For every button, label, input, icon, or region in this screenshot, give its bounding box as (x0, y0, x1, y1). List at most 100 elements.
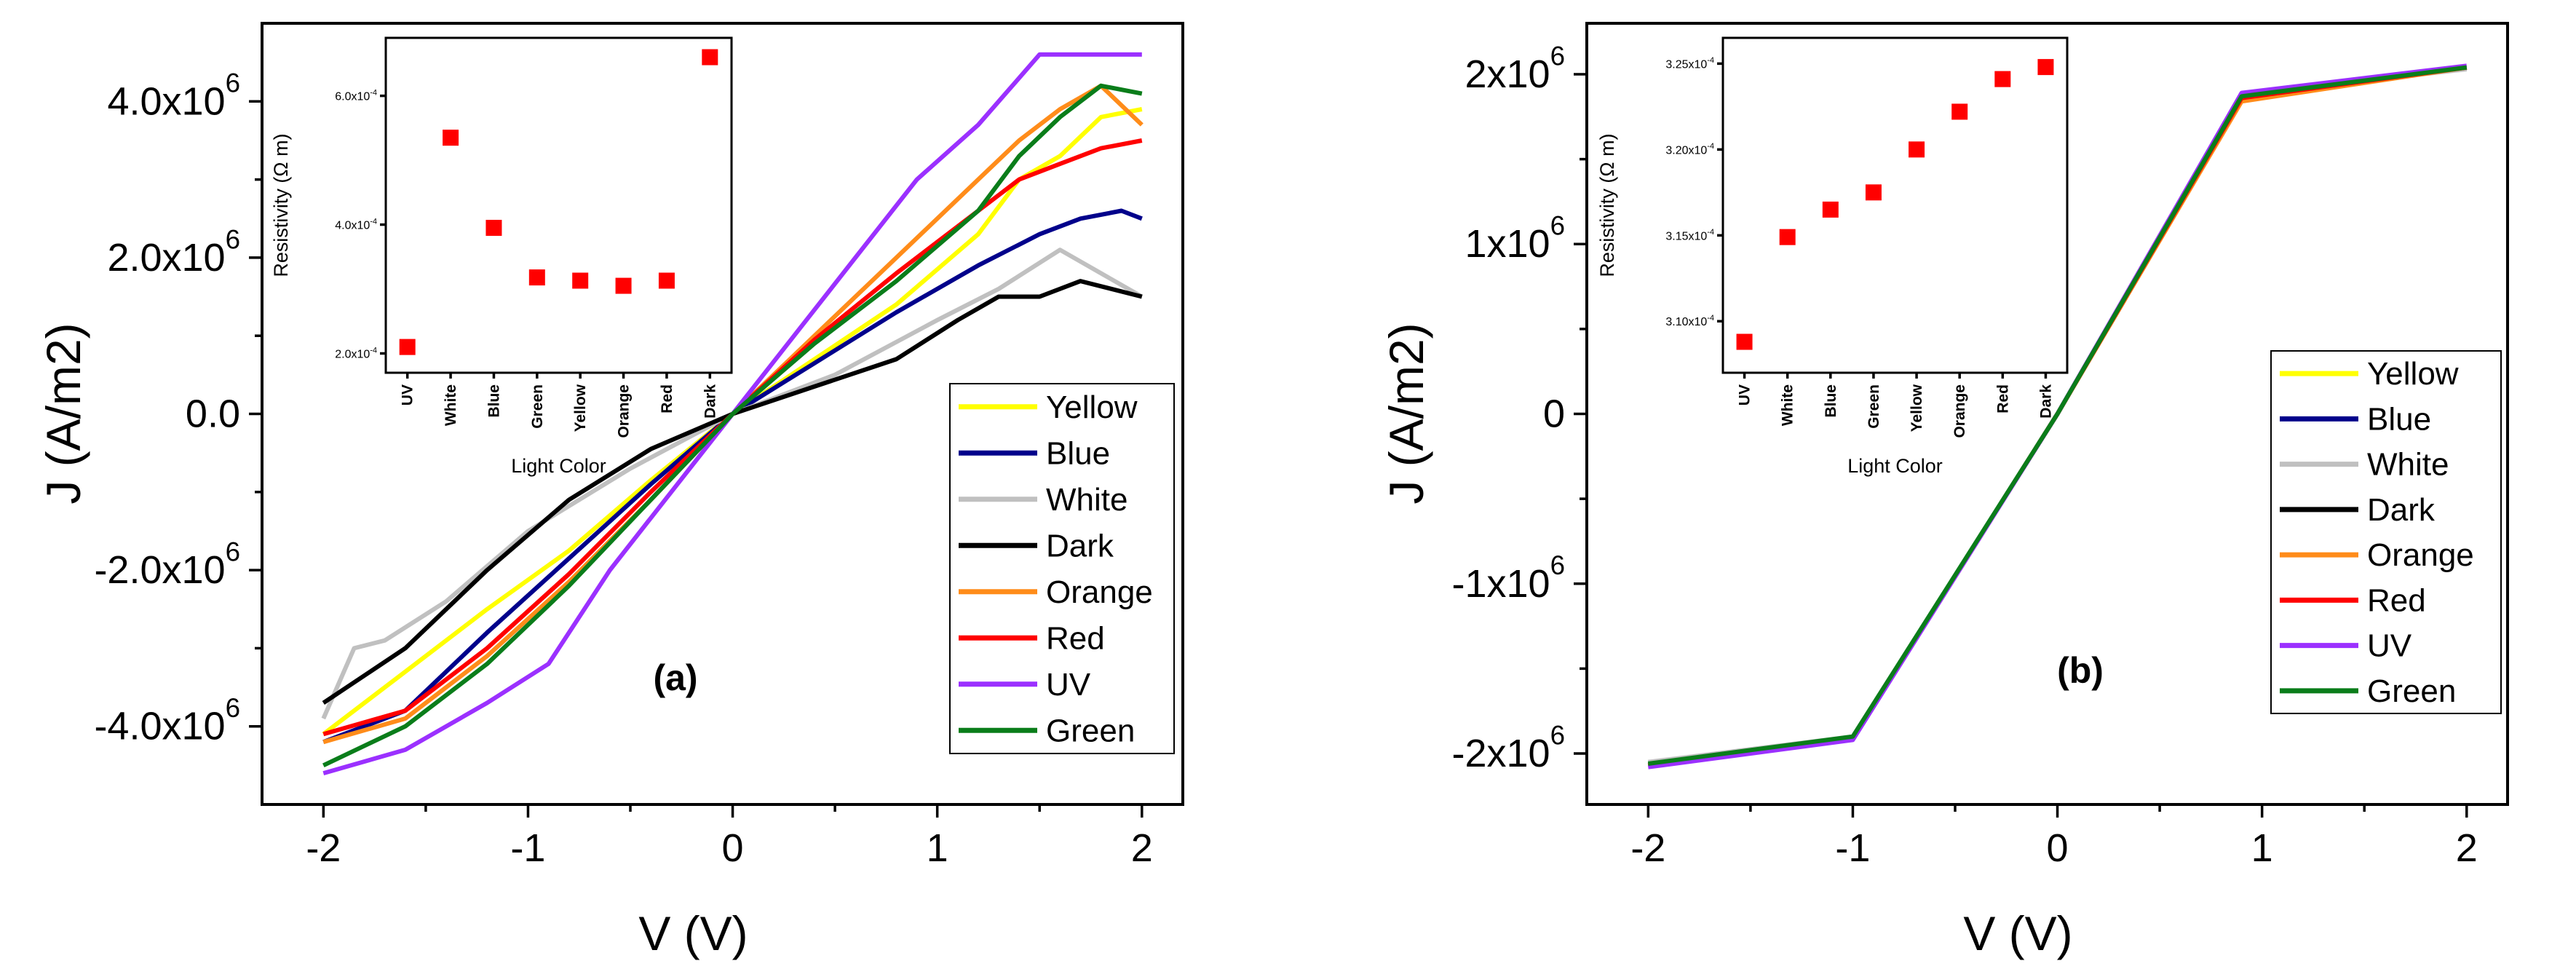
inset-marker-red (1994, 71, 2011, 87)
inset-y-tick-label-exp: -4 (1707, 228, 1714, 237)
legend-label-orange: Orange (1046, 574, 1153, 610)
legend-box (949, 383, 1175, 754)
inset-category-label-uv: UV (1737, 384, 1753, 406)
inset-y-tick-label: 3.15x10-4 (1665, 228, 1714, 242)
y-tick-label-base: 0.0 (186, 392, 240, 436)
inset-y-tick-label: 4.0x10-4 (335, 217, 377, 232)
x-tick-label: 0 (722, 826, 744, 870)
y-tick-label: -4.0x106 (94, 693, 240, 748)
inset-category-label-blue: Blue (486, 384, 502, 418)
y-tick-label-exp: 6 (226, 537, 240, 567)
series-line-orange (322, 83, 1144, 745)
legend-label-yellow: Yellow (1046, 389, 1138, 425)
y-tick-label: 0 (1543, 392, 1565, 436)
inset-category-label-orange: Orange (616, 384, 633, 438)
inset-chart: 2.0x10-44.0x10-46.0x10-4UV White Blue Green… (270, 36, 733, 477)
legend-label-blue: Blue (2367, 401, 2431, 437)
inset-category-label-white: White (1780, 384, 1796, 426)
legend-label-yellow: Yellow (2367, 356, 2459, 392)
x-tick-label: 1 (2251, 826, 2273, 870)
y-tick-label-base: -4.0x10 (94, 705, 225, 748)
x-tick-label: 2 (2456, 826, 2478, 870)
inset-y-tick-label-base: 2.0x10 (335, 348, 370, 360)
inset-frame (384, 36, 733, 374)
legend-label-white: White (1046, 482, 1128, 518)
inset-y-tick-label-exp: -4 (370, 88, 377, 97)
inset-frame (1721, 36, 2069, 374)
x-tick-label: 1 (927, 826, 948, 870)
inset-y-tick-label-base: 6.0x10 (335, 91, 370, 103)
inset-y-tick-label-base: 4.0x10 (335, 220, 370, 232)
inset-marker-dark (2037, 59, 2054, 76)
inset-x-axis-label: Light Color (1847, 455, 1943, 477)
inset-y-tick-label-exp: -4 (1707, 314, 1714, 323)
inset-category-label-red: Red (1994, 384, 2011, 414)
inset-marker-orange (1951, 103, 1968, 120)
legend-box (2270, 350, 2502, 714)
y-tick-label: 4.0x106 (107, 68, 240, 124)
inset-category-label-dark: Dark (2037, 384, 2054, 419)
series-line-green (322, 83, 1143, 768)
inset-marker-uv (1736, 333, 1753, 350)
legend: Yellow Blue White Dark Orange Red UV Green (949, 383, 1175, 754)
inset-marker-blue (1822, 201, 1839, 218)
x-axis-label: V (V) (638, 906, 748, 960)
x-axis-label: V (V) (1963, 906, 2072, 960)
y-tick-label: -2x106 (1451, 720, 1565, 775)
inset-marker-green (1865, 184, 1882, 201)
y-tick-label-exp: 6 (1550, 211, 1565, 241)
legend: Yellow Blue White Dark Orange Red UV Green (2270, 350, 2502, 714)
y-tick-label-base: -2.0x10 (94, 548, 225, 592)
inset-marker-yellow (1909, 141, 1925, 158)
inset-marker-red (658, 272, 675, 289)
x-tick-label: 0 (2047, 826, 2069, 870)
panel-0: -2 -1 0 1 2-4.0x106-2.0x1060.02.0x1064.0x106… (36, 22, 1184, 960)
series-line-blue (322, 208, 1143, 745)
inset-y-tick-label-base: 3.20x10 (1665, 144, 1707, 157)
y-tick-label: -2.0x106 (94, 537, 240, 593)
y-axis-label-text: J (A/m2) (1379, 323, 1433, 504)
legend-label-uv: UV (1046, 667, 1091, 703)
inset-y-tick-label-exp: -4 (370, 217, 377, 226)
inset-y-tick-label-base: 3.10x10 (1665, 316, 1707, 328)
y-tick-label-base: 1x10 (1465, 222, 1550, 266)
legend-label-dark: Dark (2367, 492, 2436, 528)
legend-label-blue: Blue (1046, 435, 1110, 471)
inset-category-label-dark: Dark (702, 384, 718, 419)
series-line-red (322, 138, 1143, 737)
inset-category-label-green: Green (1866, 384, 1882, 429)
y-tick-label-exp: 6 (226, 693, 240, 723)
legend-label-orange: Orange (2367, 537, 2474, 573)
inset-category-label-yellow: Yellow (1909, 384, 1925, 432)
inset-marker-uv (399, 339, 416, 355)
inset-y-axis-label: Resistivity (Ω m) (270, 133, 292, 277)
legend-label-white: White (2367, 447, 2449, 483)
panel-1-series (1647, 63, 2468, 770)
legend-label-uv: UV (2367, 628, 2412, 664)
inset-marker-green (528, 269, 545, 286)
series-line-dark (322, 279, 1143, 705)
legend-label-green: Green (1046, 713, 1135, 748)
y-tick-label: -1x106 (1451, 550, 1565, 606)
x-tick-label: -2 (306, 826, 341, 870)
y-axis-label: J (A/m2) (36, 323, 90, 504)
inset-category-label-green: Green (529, 384, 546, 429)
y-tick-label-base: -1x10 (1451, 562, 1550, 606)
inset-y-tick-label: 3.25x10-4 (1665, 56, 1714, 71)
x-tick-label: -1 (510, 826, 545, 870)
inset-category-label-uv: UV (400, 384, 416, 406)
y-tick-label-exp: 6 (226, 68, 240, 98)
y-tick-label-base: 2.0x10 (107, 236, 225, 280)
y-tick-label: 1x106 (1465, 211, 1565, 266)
panel-label: (b) (2057, 650, 2104, 691)
inset-category-label-yellow: Yellow (572, 384, 589, 432)
inset-marker-dark (702, 49, 718, 66)
inset-marker-yellow (572, 272, 589, 289)
inset-y-tick-label: 6.0x10-4 (335, 88, 377, 103)
panel-0-series (321, 52, 1144, 775)
y-tick-label-base: 0 (1543, 392, 1565, 436)
y-tick-label-exp: 6 (1550, 550, 1565, 580)
legend-label-red: Red (2367, 582, 2426, 618)
